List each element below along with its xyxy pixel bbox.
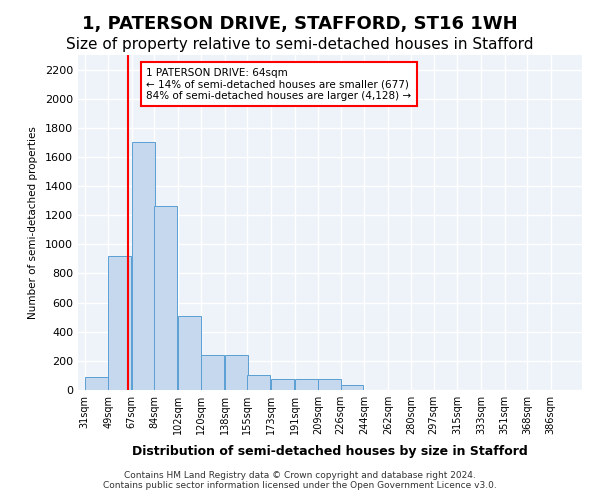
Bar bbox=[295, 379, 317, 390]
X-axis label: Distribution of semi-detached houses by size in Stafford: Distribution of semi-detached houses by … bbox=[132, 446, 528, 458]
Text: 1 PATERSON DRIVE: 64sqm
← 14% of semi-detached houses are smaller (677)
84% of s: 1 PATERSON DRIVE: 64sqm ← 14% of semi-de… bbox=[146, 68, 412, 100]
Bar bbox=[108, 256, 131, 390]
Bar bbox=[247, 376, 270, 390]
Text: Size of property relative to semi-detached houses in Stafford: Size of property relative to semi-detach… bbox=[66, 38, 534, 52]
Text: 1, PATERSON DRIVE, STAFFORD, ST16 1WH: 1, PATERSON DRIVE, STAFFORD, ST16 1WH bbox=[82, 15, 518, 33]
Bar bbox=[202, 355, 224, 390]
Bar bbox=[318, 379, 341, 390]
Text: Contains HM Land Registry data © Crown copyright and database right 2024.
Contai: Contains HM Land Registry data © Crown c… bbox=[103, 470, 497, 490]
Bar bbox=[132, 142, 155, 390]
Y-axis label: Number of semi-detached properties: Number of semi-detached properties bbox=[28, 126, 38, 319]
Bar bbox=[85, 377, 107, 390]
Bar bbox=[225, 355, 248, 390]
Bar bbox=[154, 206, 177, 390]
Bar bbox=[341, 385, 364, 390]
Bar bbox=[178, 316, 201, 390]
Bar bbox=[271, 379, 294, 390]
